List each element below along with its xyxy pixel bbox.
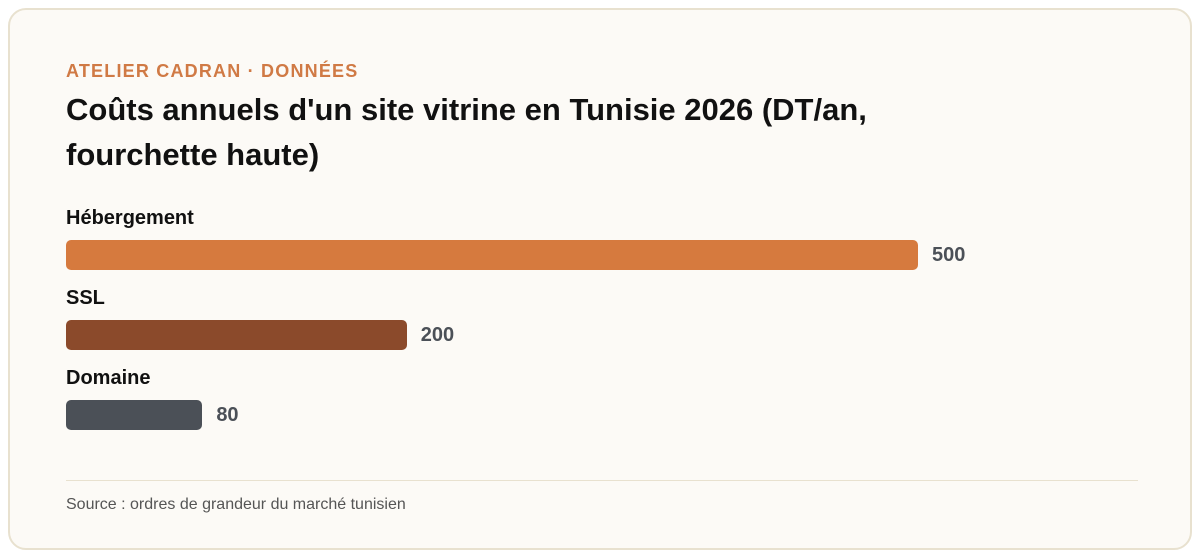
bar [66, 320, 407, 350]
card: ATELIER CADRAN · DONNÉES Coûts annuels d… [8, 8, 1192, 550]
value-label: 200 [420, 324, 455, 346]
value-label: 500 [932, 244, 966, 266]
eyebrow: ATELIER CADRAN · DONNÉES [66, 61, 359, 81]
category-label: SSL [66, 287, 105, 309]
divider [66, 480, 1138, 481]
source: Source : ordres de grandeur du marché tu… [66, 496, 406, 513]
category-label: Domaine [66, 367, 151, 389]
bar [66, 240, 918, 270]
value-label: 80 [216, 404, 239, 426]
category-label: Hébergement [66, 207, 194, 229]
bar [66, 400, 203, 430]
chart-title: Coûts annuels d'un site vitrine en Tunis… [66, 92, 867, 172]
